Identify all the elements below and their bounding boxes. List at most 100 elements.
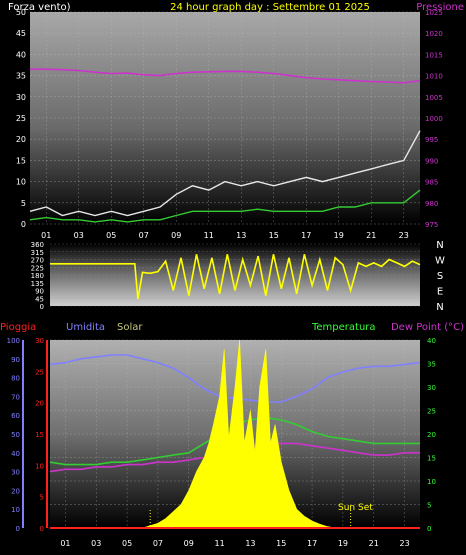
direction-y-tick-label: 135 (31, 280, 44, 288)
temp-y-tick-label: 0 (427, 525, 431, 533)
wind-x-tick-label: 15 (269, 231, 279, 240)
chart-title: 24 hour graph day : Settembre 01 2025 (170, 2, 370, 13)
pressure-y-tick-label: 975 (425, 221, 438, 229)
direction-compass-label: N (436, 240, 443, 251)
series-area-solar (142, 339, 336, 529)
direction-compass-label: N (436, 302, 443, 313)
wind-y-tick-label: 10 (16, 178, 26, 187)
temp-x-tick-label: 09 (184, 539, 194, 548)
pressure-y-tick-label: 1015 (425, 51, 443, 59)
wind-x-tick-label: 11 (204, 231, 214, 240)
direction-y-tick-label: 315 (31, 249, 44, 257)
direction-compass-label: W (435, 256, 445, 267)
temp-y-tick-label: 15 (427, 455, 436, 463)
pressure-y-tick-label: 995 (425, 136, 438, 144)
humidity-y-tick-label: 10 (11, 506, 20, 514)
temp-x-tick-label: 03 (91, 539, 101, 548)
humidity-y-tick-label: 70 (11, 393, 20, 401)
humidity-label: Umidita (66, 322, 105, 333)
rain-y-tick-label: 5 (40, 494, 44, 502)
wind-panel-bg (30, 12, 420, 224)
humidity-y-tick-label: 20 (11, 487, 20, 495)
direction-y-tick-label: 45 (35, 295, 44, 303)
temp-y-tick-label: 10 (427, 478, 436, 486)
temp-x-tick-label: 05 (122, 539, 132, 548)
temp-y-tick-label: 20 (427, 431, 436, 439)
sunset-annotation: Sun Set (338, 503, 373, 513)
humidity-y-tick-label: 60 (11, 412, 20, 420)
wind-y-tick-label: 25 (16, 114, 26, 123)
wind-x-tick-label: 01 (41, 231, 51, 240)
humidity-y-tick-label: 100 (7, 337, 20, 345)
temp-x-tick-label: 13 (245, 539, 255, 548)
temp-x-tick-label: 11 (214, 539, 224, 548)
pressure-y-tick-label: 1025 (425, 9, 443, 17)
wind-x-tick-label: 23 (399, 231, 409, 240)
humidity-y-tick-label: 0 (16, 525, 20, 533)
wind-x-tick-label: 17 (301, 231, 311, 240)
pressure-y-tick-label: 1000 (425, 115, 443, 123)
series-line-vento (29, 189, 421, 223)
temp-y-tick-label: 25 (427, 408, 436, 416)
humidity-y-tick-label: 50 (11, 431, 20, 439)
pressure-y-tick-label: 1010 (425, 73, 443, 81)
wind-x-tick-label: 07 (139, 231, 149, 240)
pressure-y-tick-label: 985 (425, 179, 438, 187)
wind-axis-label: Forza vento) (8, 2, 71, 13)
temp-x-tick-label: 21 (369, 539, 379, 548)
series-line-pressione (30, 68, 421, 84)
pressure-y-tick-label: 990 (425, 157, 438, 165)
wind-x-tick-label: 19 (334, 231, 344, 240)
pressure-y-tick-label: 1005 (425, 94, 443, 102)
rain-y-tick-label: 20 (35, 400, 44, 408)
temp-x-tick-label: 07 (153, 539, 163, 548)
series-line-raffica (29, 130, 421, 217)
wind-y-tick-label: 35 (16, 72, 26, 81)
rain-y-tick-label: 10 (35, 462, 44, 470)
humidity-y-tick-label: 30 (11, 469, 20, 477)
solar-label: Solar (117, 322, 143, 333)
pressure-y-tick-label: 1020 (425, 30, 443, 38)
rain-y-tick-label: 0 (40, 525, 44, 533)
temp-y-tick-label: 40 (427, 337, 436, 345)
rain-y-tick-label: 15 (35, 431, 44, 439)
temp-x-tick-label: 01 (60, 539, 70, 548)
wind-y-tick-label: 15 (16, 156, 26, 165)
pressure-axis-label: Pressione (416, 2, 464, 13)
wind-y-tick-label: 45 (16, 29, 26, 38)
wind-y-tick-label: 40 (16, 50, 26, 59)
temp-x-tick-label: 15 (276, 539, 286, 548)
wind-x-tick-label: 05 (106, 231, 116, 240)
wind-x-tick-label: 21 (366, 231, 376, 240)
wind-x-tick-label: 09 (171, 231, 181, 240)
temp-x-tick-label: 17 (307, 539, 317, 548)
rain-y-tick-label: 25 (35, 368, 44, 376)
direction-y-tick-label: 90 (35, 288, 44, 296)
dewpoint-label: Dew Point (°C) (391, 322, 464, 333)
direction-y-tick-label: 180 (31, 272, 44, 280)
temp-x-tick-label: 19 (338, 539, 348, 548)
wind-x-tick-label: 13 (236, 231, 246, 240)
humidity-y-tick-label: 40 (11, 450, 20, 458)
direction-y-tick-label: 270 (31, 257, 44, 265)
wind-y-tick-label: 5 (21, 199, 26, 208)
wind-y-tick-label: 30 (16, 93, 26, 102)
wind-y-tick-label: 50 (16, 8, 26, 17)
direction-y-tick-label: 0 (40, 303, 44, 311)
rain-label: Pioggia (0, 322, 36, 333)
direction-compass-label: S (437, 271, 443, 282)
series-line-direction (50, 254, 421, 300)
temp-y-tick-label: 35 (427, 361, 436, 369)
direction-y-tick-label: 225 (31, 264, 44, 272)
direction-y-tick-label: 360 (31, 241, 44, 249)
temperature-label: Temperatura (311, 322, 376, 333)
pressure-y-tick-label: 980 (425, 200, 438, 208)
wind-x-tick-label: 03 (74, 231, 84, 240)
wind-y-tick-label: 20 (16, 135, 26, 144)
wind-y-tick-label: 0 (21, 220, 26, 229)
temp-y-tick-label: 30 (427, 384, 436, 392)
temp-x-tick-label: 23 (399, 539, 409, 548)
rain-y-tick-label: 30 (35, 337, 44, 345)
direction-compass-label: E (437, 287, 443, 298)
